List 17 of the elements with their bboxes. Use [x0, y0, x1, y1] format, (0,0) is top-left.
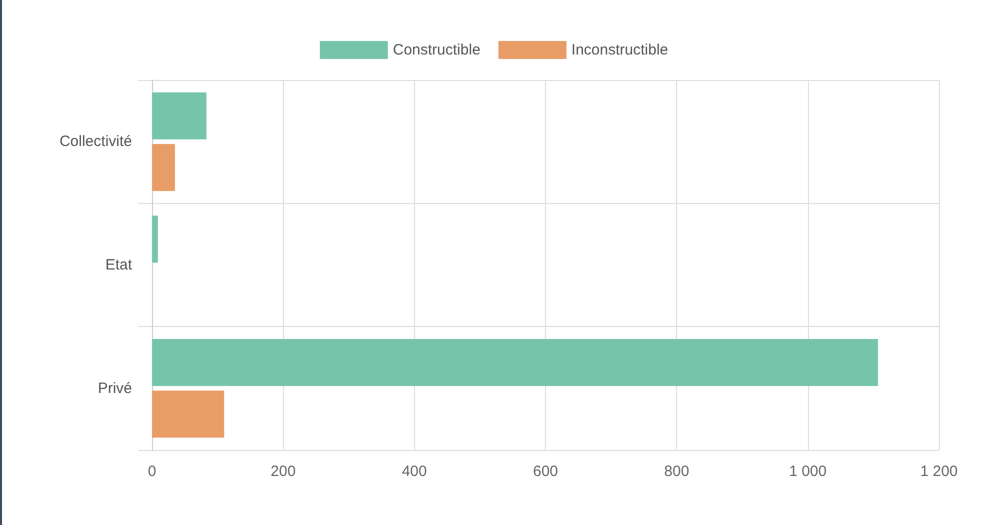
bar — [152, 144, 175, 191]
bar — [152, 216, 158, 263]
bar — [152, 92, 206, 140]
x-tick-label: 1 200 — [920, 463, 958, 480]
x-tick-label: 0 — [148, 463, 156, 480]
x-tick-label: 1 000 — [789, 463, 827, 480]
y-tick-label: Privé — [98, 380, 132, 397]
x-tick-label: 200 — [270, 463, 296, 480]
bar — [152, 390, 224, 438]
x-tick-label: 600 — [532, 463, 558, 480]
x-tick-label: 800 — [664, 463, 690, 480]
legend-label: Constructible — [392, 42, 480, 58]
y-tick-label: Collectivité — [59, 133, 132, 150]
y-tick-label: Etat — [105, 256, 133, 274]
x-tick-label: 400 — [402, 463, 427, 480]
bar — [152, 339, 878, 386]
legend-label: Inconstructible — [571, 42, 668, 58]
